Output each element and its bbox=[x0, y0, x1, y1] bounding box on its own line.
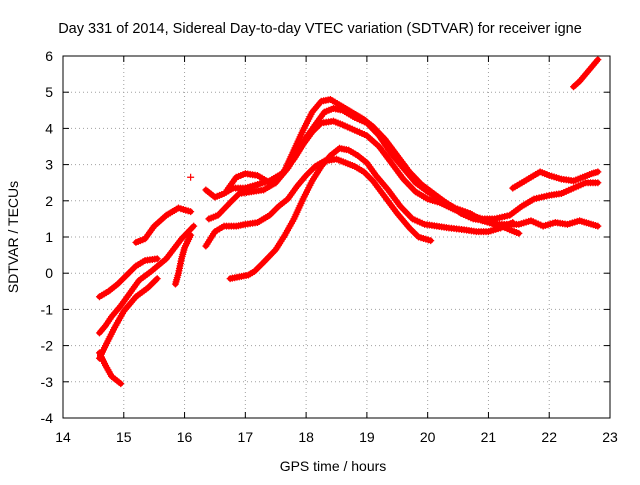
series-markers bbox=[223, 95, 523, 237]
y-tick-label: 6 bbox=[45, 48, 53, 64]
x-tick-label: 19 bbox=[359, 429, 375, 445]
series-markers bbox=[95, 275, 161, 362]
series-track-l bbox=[509, 168, 602, 192]
x-tick-label: 16 bbox=[177, 429, 193, 445]
y-tick-label: 0 bbox=[45, 265, 53, 281]
x-tick-label: 15 bbox=[116, 429, 132, 445]
series-track-c bbox=[95, 275, 161, 362]
x-axis-label: GPS time / hours bbox=[280, 458, 387, 474]
y-tick-label: 5 bbox=[45, 84, 53, 100]
series-markers bbox=[226, 144, 517, 283]
series-track-d bbox=[95, 255, 161, 301]
series-markers bbox=[95, 222, 198, 337]
x-tick-label: 21 bbox=[481, 429, 497, 445]
chart-title: Day 331 of 2014, Sidereal Day-to-day VTE… bbox=[58, 21, 582, 37]
y-tick-label: -1 bbox=[41, 301, 54, 317]
series-markers bbox=[132, 204, 195, 246]
series-track-a bbox=[95, 222, 198, 337]
x-tick-label: 20 bbox=[420, 429, 436, 445]
y-tick-label: -3 bbox=[41, 374, 54, 390]
series-markers bbox=[171, 231, 195, 288]
series-track-g bbox=[202, 155, 435, 250]
y-tick-label: -2 bbox=[41, 338, 54, 354]
series-track-k bbox=[226, 144, 517, 283]
x-tick-label: 22 bbox=[541, 429, 557, 445]
tick-layer bbox=[62, 55, 611, 419]
y-tick-label: 3 bbox=[45, 157, 53, 173]
series-markers bbox=[509, 168, 602, 192]
x-tick-label: 23 bbox=[602, 429, 618, 445]
y-axis-label: SDTVAR / TECUs bbox=[5, 181, 21, 293]
y-tick-label: -4 bbox=[41, 410, 54, 426]
outlier-point bbox=[187, 173, 195, 181]
x-tick-label: 17 bbox=[238, 429, 254, 445]
series-track-b bbox=[95, 349, 125, 388]
series-track-m bbox=[570, 56, 602, 91]
series-track-f bbox=[171, 231, 195, 288]
x-tick-label: 14 bbox=[55, 429, 71, 445]
data-layer bbox=[95, 56, 602, 388]
series-markers bbox=[95, 255, 161, 301]
y-tick-label: 4 bbox=[45, 120, 53, 136]
y-tick-label: 2 bbox=[45, 193, 53, 209]
x-tick-label: 18 bbox=[298, 429, 314, 445]
series-track-e bbox=[132, 204, 195, 246]
series-track-j bbox=[223, 95, 523, 237]
series-markers bbox=[202, 155, 435, 250]
y-tick-label: 1 bbox=[45, 229, 53, 245]
series-markers bbox=[570, 56, 602, 91]
